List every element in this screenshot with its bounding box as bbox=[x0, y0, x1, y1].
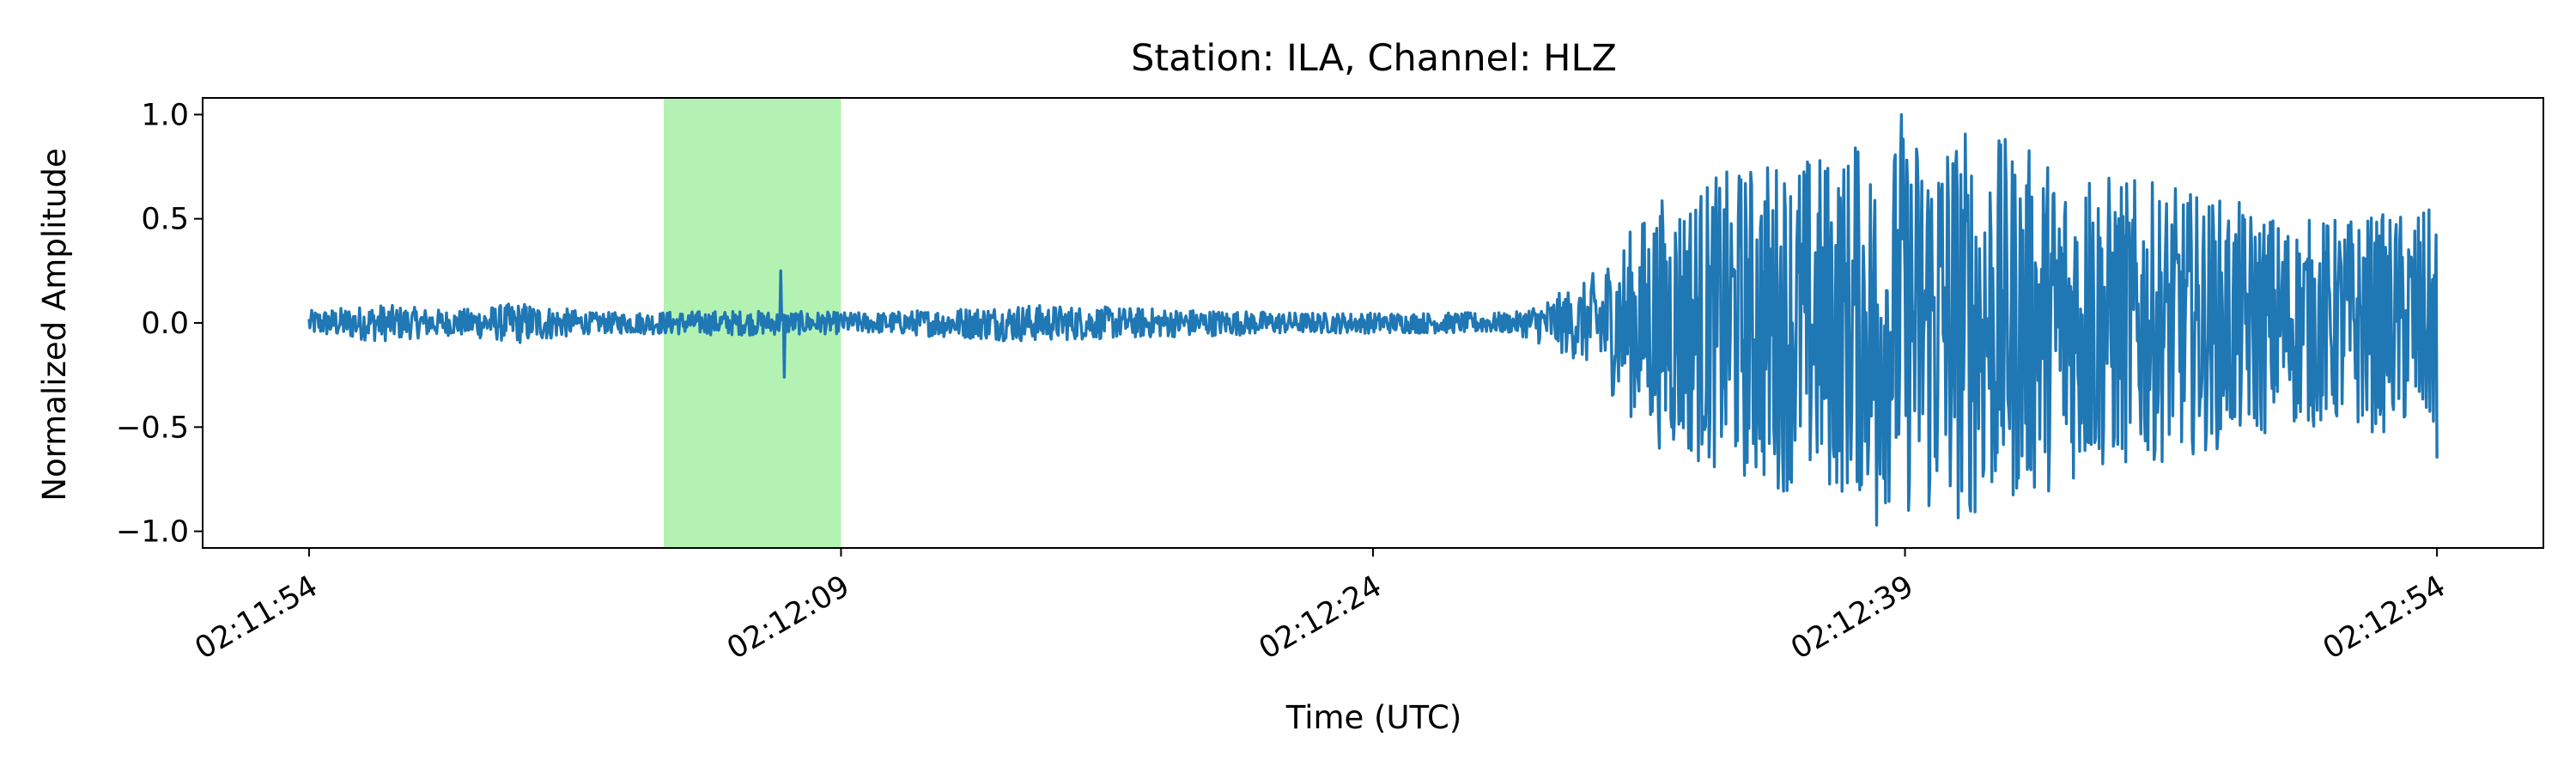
y-tick-label: 0.5 bbox=[141, 203, 189, 237]
y-tick-label: 0.0 bbox=[141, 307, 189, 341]
chart-title: Station: ILA, Channel: HLZ bbox=[1131, 37, 1617, 80]
y-tick-label: 1.0 bbox=[141, 98, 189, 132]
waveform-line bbox=[307, 113, 2439, 527]
y-tick-label: −1.0 bbox=[116, 515, 189, 550]
x-axis-label: Time (UTC) bbox=[1285, 699, 1462, 736]
y-axis-label: Normalized Amplitude bbox=[36, 148, 73, 501]
y-tick-label: −0.5 bbox=[116, 411, 189, 445]
